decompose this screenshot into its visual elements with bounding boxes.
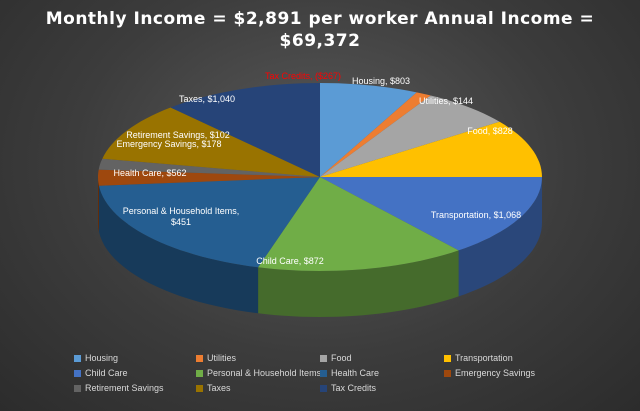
legend-label: Food xyxy=(331,353,352,363)
slice-label-emergency-savings: Emergency Savings, $178 xyxy=(116,139,221,149)
slice-label-personal-household-items: Personal & Household Items, $451 xyxy=(123,206,240,227)
legend-item-health-care: Health Care xyxy=(320,367,444,380)
legend-label: Taxes xyxy=(207,383,231,393)
legend-swatch xyxy=(444,370,451,377)
slice-labels: Housing, $803 Utilities, $144 Food, $828 Tr… xyxy=(113,71,521,266)
slice-label-transportation: Transportation, $1,068 xyxy=(431,210,521,220)
legend-item-taxes: Taxes xyxy=(196,382,320,395)
pie-side-personal-household-items xyxy=(258,250,459,317)
legend-item-tax-credits: Tax Credits xyxy=(320,382,444,395)
legend-label: Emergency Savings xyxy=(455,368,536,378)
chart-title: Monthly Income = $2,891 per worker Annua… xyxy=(0,8,640,52)
chart-title-line-2: $69,372 xyxy=(279,31,361,51)
pie-side-health-care xyxy=(99,185,259,314)
slice-label-food: Food, $828 xyxy=(467,126,513,136)
pie-slice-personal-household-items xyxy=(258,177,459,271)
slice-label-utilities: Utilities, $144 xyxy=(419,96,473,106)
legend-label: Housing xyxy=(85,353,119,363)
slice-label-taxes: Taxes, $1,040 xyxy=(179,94,235,104)
legend-label: Personal & Household Items xyxy=(207,368,322,378)
pie-side-child-care xyxy=(458,177,542,297)
pie-side-emergency-savings xyxy=(98,177,99,232)
legend-swatch xyxy=(196,385,203,392)
legend-item-utilities: Utilities xyxy=(196,352,320,365)
slice-label-tax-credits: Tax Credits, ($267) xyxy=(265,71,341,81)
legend-label: Tax Credits xyxy=(331,383,377,393)
slice-label-child-care: Child Care, $872 xyxy=(256,256,324,266)
pie-top xyxy=(98,83,542,271)
legend-swatch xyxy=(74,385,81,392)
legend-swatch xyxy=(196,355,203,362)
legend-item-retirement-savings: Retirement Savings xyxy=(74,382,196,395)
slice-label-health-care: Health Care, $562 xyxy=(113,168,186,178)
legend-label: Health Care xyxy=(331,368,380,378)
legend-swatch xyxy=(74,355,81,362)
legend-swatch xyxy=(444,355,451,362)
legend: Housing Utilities Food Transportation Child … xyxy=(74,352,634,395)
pie-slice-utilities xyxy=(320,92,431,177)
pie-chart: Housing, $803 Utilities, $144 Food, $828 Tr… xyxy=(98,71,542,317)
legend-swatch xyxy=(196,370,203,377)
pie-slice-taxes xyxy=(102,107,320,177)
pie-slice-retirement-savings xyxy=(98,158,320,177)
pie-slice-food xyxy=(320,95,500,177)
slice-label-retirement-savings: Retirement Savings, $102 xyxy=(126,130,230,140)
legend-label: Transportation xyxy=(455,353,513,363)
legend-label: Utilities xyxy=(207,353,237,363)
pie-slice-tax-credits xyxy=(170,83,320,177)
pie-slice-child-care xyxy=(320,177,542,251)
legend-item-housing: Housing xyxy=(74,352,196,365)
legend-swatch xyxy=(320,370,327,377)
legend-item-emergency-savings: Emergency Savings xyxy=(444,367,564,380)
pie-slice-emergency-savings xyxy=(98,169,320,186)
legend-item-child-care: Child Care xyxy=(74,367,196,380)
legend-swatch xyxy=(320,385,327,392)
slice-label-housing: Housing, $803 xyxy=(352,76,410,86)
pie-slice-transportation xyxy=(320,121,542,177)
legend-label: Retirement Savings xyxy=(85,383,164,393)
pie-slice-health-care xyxy=(99,177,320,268)
pie-sides xyxy=(98,177,542,317)
legend-item-transportation: Transportation xyxy=(444,352,564,365)
legend-swatch xyxy=(320,355,327,362)
chart-title-line-1: Monthly Income = $2,891 per worker Annua… xyxy=(45,9,595,29)
legend-item-food: Food xyxy=(320,352,444,365)
legend-item-personal-household-items: Personal & Household Items xyxy=(196,367,322,380)
pie-slice-housing xyxy=(320,83,417,177)
legend-label: Child Care xyxy=(85,368,128,378)
legend-swatch xyxy=(74,370,81,377)
